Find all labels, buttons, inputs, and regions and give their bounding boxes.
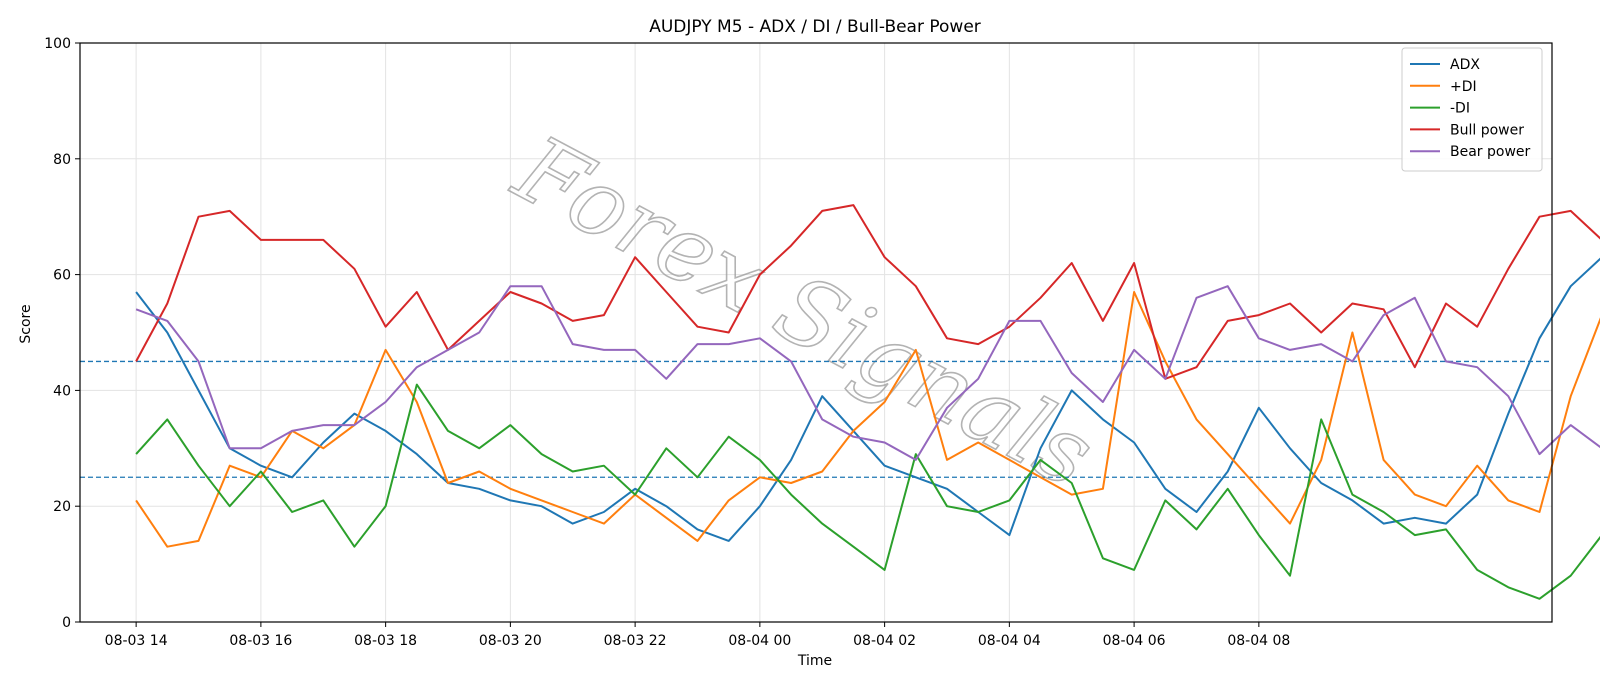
x-tick-label: 08-04 06 xyxy=(1103,633,1166,649)
legend-label: +DI xyxy=(1450,79,1477,95)
y-tick-label: 60 xyxy=(53,268,71,284)
x-tick-label: 08-03 20 xyxy=(479,633,542,649)
x-axis-label: Time xyxy=(797,653,832,669)
x-tick-label: 08-03 14 xyxy=(105,633,168,649)
x-axis-ticks: 08-03 14 08-03 16 08-03 18 08-03 20 08-03 22… xyxy=(105,622,1290,649)
chart-title: AUDJPY M5 - ADX / DI / Bull-Bear Power xyxy=(649,17,981,37)
y-axis-ticks: 0 20 40 60 80 100 xyxy=(44,36,80,631)
y-tick-label: 20 xyxy=(53,499,71,515)
series-line-adx xyxy=(135,257,1600,542)
legend-label: -DI xyxy=(1450,101,1470,117)
legend: ADX +DI -DI Bull power Bear power xyxy=(1401,47,1543,172)
series-line-di-minus xyxy=(135,383,1600,600)
y-tick-label: 40 xyxy=(53,383,71,399)
series-line-bear-power xyxy=(135,285,1600,461)
series-line-di-plus xyxy=(135,291,1600,548)
y-tick-label: 100 xyxy=(44,36,71,52)
x-tick-label: 08-03 22 xyxy=(604,633,667,649)
x-tick-label: 08-03 18 xyxy=(354,633,417,649)
legend-label: Bull power xyxy=(1450,122,1524,138)
y-tick-label: 80 xyxy=(53,152,71,168)
x-tick-label: 08-04 00 xyxy=(728,633,791,649)
x-tick-label: 08-03 16 xyxy=(229,633,292,649)
legend-label: ADX xyxy=(1450,57,1480,73)
reference-lines xyxy=(80,360,1552,478)
x-tick-label: 08-04 08 xyxy=(1227,633,1290,649)
plot-frame xyxy=(79,42,1553,623)
legend-label: Bear power xyxy=(1450,144,1531,160)
legend-box xyxy=(1401,47,1543,172)
y-tick-label: 0 xyxy=(62,615,71,631)
x-tick-label: 08-04 02 xyxy=(853,633,916,649)
series-line-bull-power xyxy=(135,204,1600,380)
x-tick-label: 08-04 04 xyxy=(978,633,1041,649)
series-lines xyxy=(135,204,1600,600)
y-axis-label: Score xyxy=(18,304,34,343)
